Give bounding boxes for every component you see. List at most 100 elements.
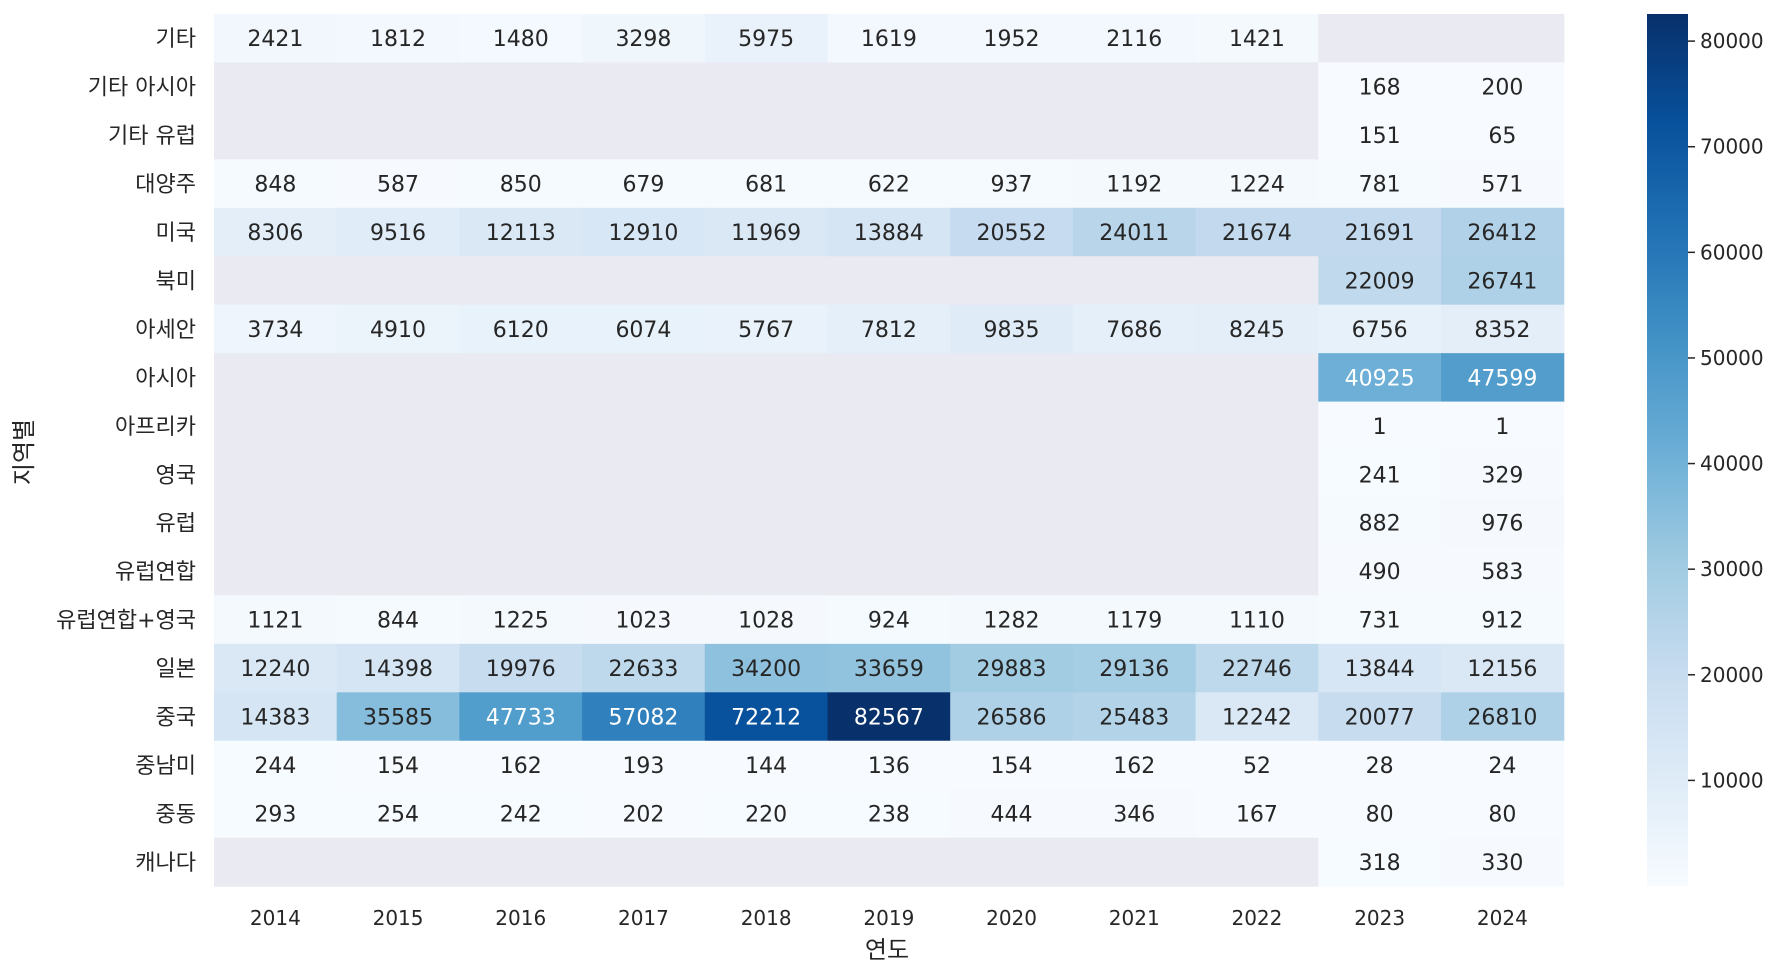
x-tick-label: 2021 (1109, 906, 1160, 930)
heatmap-cell-empty (704, 256, 829, 306)
heatmap-cell-empty (336, 546, 460, 596)
cell-value-label: 21691 (1345, 221, 1415, 246)
y-tick-label: 중남미 (135, 754, 196, 779)
cell-value-label: 162 (500, 754, 542, 779)
heatmap-cell-empty (827, 110, 951, 160)
heatmap-cell-empty (582, 110, 706, 160)
heatmap-cell (582, 692, 706, 742)
heatmap-cell (1318, 62, 1442, 112)
heatmap-cell (214, 740, 338, 790)
colorbar-tick-label: 10000 (1700, 768, 1764, 792)
x-tick-label: 2022 (1231, 906, 1282, 930)
heatmap-cell (1441, 546, 1565, 596)
heatmap-cell-empty (336, 401, 460, 451)
heatmap-cell (1072, 740, 1197, 790)
cell-value-label: 33659 (854, 657, 924, 682)
heatmap-cell (827, 692, 951, 742)
cell-value-label: 200 (1481, 76, 1523, 101)
cell-value-label: 844 (377, 609, 419, 634)
heatmap-cell (704, 304, 829, 354)
cell-value-label: 25483 (1099, 706, 1169, 731)
heatmap-cell (214, 207, 338, 257)
heatmap-cell-empty (459, 401, 583, 451)
heatmap-cell-empty (950, 546, 1074, 596)
heatmap-cell (827, 159, 951, 209)
cell-value-label: 1121 (247, 609, 303, 634)
heatmap-cell (582, 740, 706, 790)
heatmap-cell-empty (459, 837, 583, 887)
cell-value-label: 28 (1366, 754, 1394, 779)
heatmap-cell (336, 789, 460, 839)
heatmap-cell (704, 159, 829, 209)
heatmap-cell-empty (582, 837, 706, 887)
cell-value-label: 19976 (486, 657, 556, 682)
heatmap-cell (827, 789, 951, 839)
cell-value-label: 13884 (854, 221, 924, 246)
heatmap-cell (1072, 595, 1197, 645)
cell-value-label: 3734 (247, 318, 303, 343)
heatmap-cell-empty (1195, 256, 1319, 306)
heatmap-cell (459, 14, 583, 64)
y-tick-label: 유럽연합 (115, 560, 196, 585)
heatmap-cell (1318, 692, 1442, 742)
heatmap-cell (459, 740, 583, 790)
heatmap-cell (336, 207, 460, 257)
heatmap-cell-empty (214, 837, 338, 887)
cell-value-label: 20077 (1345, 706, 1415, 731)
heatmap-cell-empty (214, 256, 338, 306)
heatmap-cell (459, 643, 583, 693)
heatmap-cell-empty (582, 546, 706, 596)
heatmap-cell-empty (950, 353, 1074, 403)
cell-value-label: 154 (377, 754, 419, 779)
heatmap-cell-empty (704, 837, 829, 887)
cell-value-label: 5975 (738, 27, 794, 52)
colorbar-tick-label: 30000 (1700, 557, 1764, 581)
cell-value-label: 168 (1359, 76, 1401, 101)
heatmap-cell-empty (336, 353, 460, 403)
cell-value-label: 52 (1243, 754, 1271, 779)
x-tick-labels: 2014 2015 2016 2017 2018 2019 2020 2021 2022 2023… (250, 906, 1528, 930)
x-tick-label: 2024 (1477, 906, 1528, 930)
heatmap-cell-empty (214, 62, 338, 112)
cell-value-label: 47599 (1467, 366, 1537, 391)
heatmap-cell-empty (1318, 14, 1442, 64)
cell-value-label: 6074 (615, 318, 671, 343)
x-tick-label: 2016 (495, 906, 546, 930)
heatmap-cell-empty (1195, 837, 1319, 887)
cell-value-label: 21674 (1222, 221, 1292, 246)
heatmap-cell-empty (704, 401, 829, 451)
heatmap-cell (459, 789, 583, 839)
y-tick-label: 기타 아시아 (88, 76, 196, 101)
heatmap-cell (1072, 643, 1197, 693)
heatmap-cell (704, 207, 829, 257)
x-tick-label: 2015 (373, 906, 424, 930)
heatmap-cell-empty (336, 450, 460, 500)
cell-value-label: 244 (254, 754, 296, 779)
y-tick-label: 미국 (156, 221, 196, 246)
y-tick-label: 유럽연합+영국 (56, 609, 196, 634)
heatmap-cell (1318, 643, 1442, 693)
cell-value-label: 583 (1481, 560, 1523, 585)
heatmap-cell (1195, 789, 1319, 839)
cell-value-label: 490 (1359, 560, 1401, 585)
heatmap-cell-empty (1195, 546, 1319, 596)
heatmap-cell-empty (582, 353, 706, 403)
heatmap-cell-empty (1195, 110, 1319, 160)
heatmap-cell-empty (827, 401, 951, 451)
heatmap-cell (582, 207, 706, 257)
heatmap-cell (704, 692, 829, 742)
heatmap-cell (704, 643, 829, 693)
heatmap-cell (582, 789, 706, 839)
cell-value-label: 162 (1113, 754, 1155, 779)
heatmap-cell (950, 207, 1074, 257)
cell-value-label: 34200 (731, 657, 801, 682)
cell-value-label: 14383 (240, 706, 310, 731)
heatmap-cell-empty (704, 110, 829, 160)
heatmap-cell (704, 595, 829, 645)
cell-value-label: 293 (254, 802, 296, 827)
cell-value-label: 20552 (977, 221, 1047, 246)
heatmap-cell (950, 789, 1074, 839)
heatmap-cell-empty (827, 546, 951, 596)
